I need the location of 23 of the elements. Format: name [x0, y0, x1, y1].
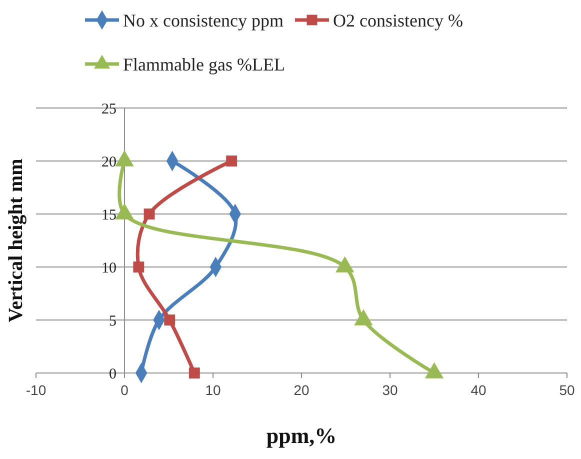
point	[164, 314, 176, 326]
legend-label: O2 consistency %	[333, 10, 463, 30]
x-tick-label: 10	[205, 382, 221, 398]
point	[133, 262, 144, 272]
x-tick-label: 30	[382, 382, 398, 398]
y-tick-label: 10	[102, 260, 116, 276]
x-tick-label: 20	[294, 382, 310, 398]
y-tick-label: 20	[102, 154, 116, 170]
y-tick-label: 25	[102, 101, 116, 118]
point	[226, 156, 238, 166]
y-tick-label: 15	[102, 207, 116, 224]
legend-label: Flammable gas %LEL	[123, 54, 285, 74]
x-tick-label: 40	[470, 382, 486, 398]
x-tick-label: -10	[26, 382, 46, 398]
y-tick-label: 0	[109, 366, 116, 382]
x-axis-title: ppm,%	[266, 423, 337, 448]
x-tick-label: 0	[120, 382, 129, 398]
x-tick-label: 50	[559, 382, 575, 398]
y-tick-label: 5	[109, 313, 116, 330]
y-axis-title: Vertical height mm	[5, 158, 27, 322]
legend-label: No x consistency ppm	[123, 10, 284, 30]
point	[188, 368, 200, 378]
point	[144, 208, 155, 220]
